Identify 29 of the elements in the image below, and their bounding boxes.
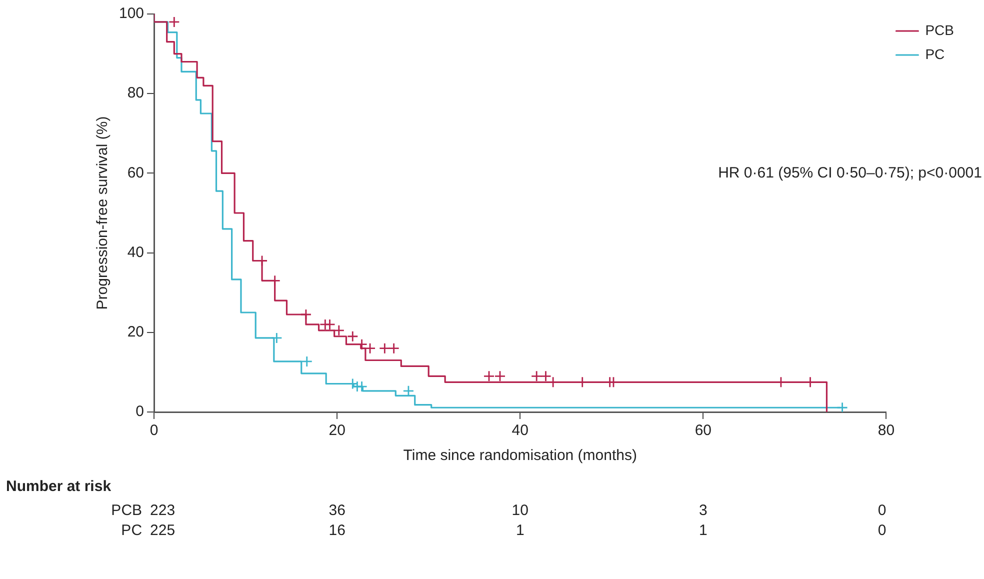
text: PC: [121, 522, 142, 540]
text: 36: [328, 502, 346, 520]
x-tick-label: 60: [694, 422, 712, 440]
x-tick-label: 80: [878, 422, 895, 440]
text: 16: [328, 522, 346, 540]
text: 10: [512, 502, 528, 520]
x-tick-label: 0: [150, 422, 158, 440]
x-tick-label: 20: [328, 422, 346, 440]
y-tick-label: 40: [127, 244, 144, 261]
y-tick-label: 0: [136, 403, 144, 420]
text: 0: [878, 522, 886, 540]
legend-label: PC: [925, 46, 945, 62]
x-axis-title: Time since randomisation (months): [403, 447, 637, 464]
text: PCB: [111, 502, 142, 520]
text: 225: [150, 522, 176, 540]
text: 1: [516, 522, 524, 540]
legend-label: PCB: [925, 22, 954, 38]
y-tick-label: 80: [127, 84, 144, 102]
x-tick-label: 40: [512, 422, 528, 440]
y-axis-title: Progression-free survival (%): [94, 116, 112, 310]
text: 1: [698, 522, 708, 540]
annotation: HR 0·61 (95% CI 0·50–0·75); p<0·0001: [718, 164, 982, 182]
text: Number at risk: [6, 478, 112, 496]
text: 223: [150, 502, 176, 520]
y-tick-label: 60: [127, 164, 144, 182]
y-tick-label: 20: [127, 324, 144, 341]
text: 3: [698, 502, 708, 520]
y-tick-label: 100: [118, 5, 144, 22]
text: 0: [878, 502, 886, 520]
